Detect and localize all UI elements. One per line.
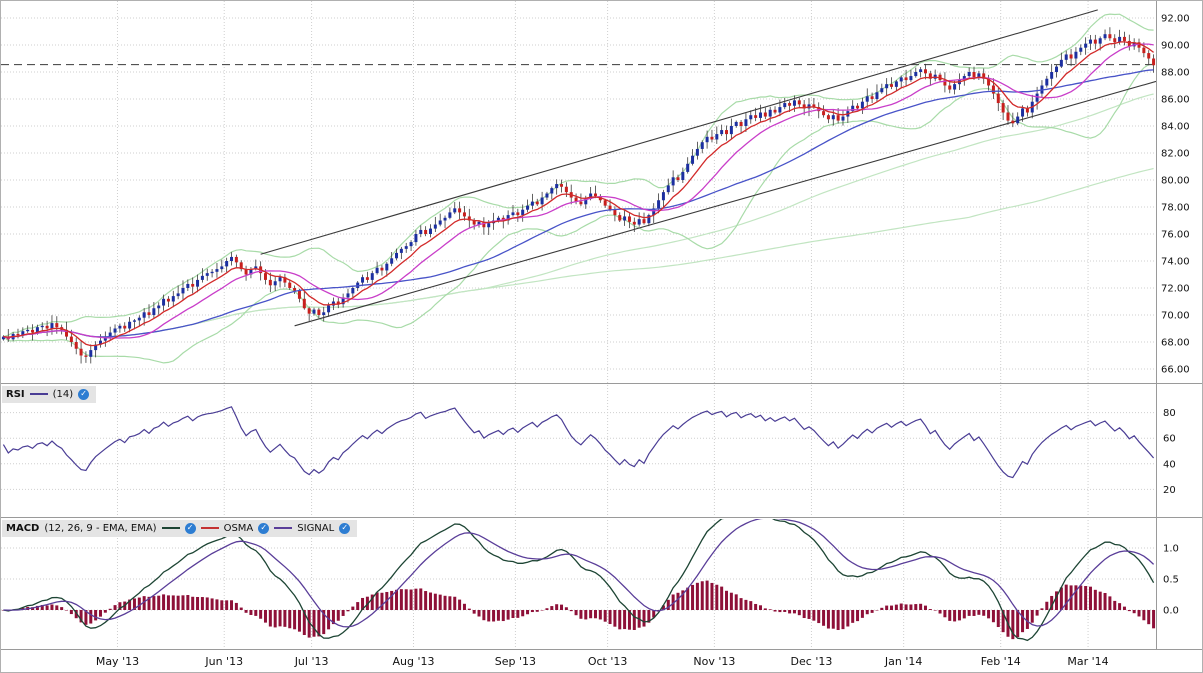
signal-line-swatch <box>274 527 293 529</box>
signal-label: SIGNAL <box>297 522 335 534</box>
svg-text:Jul '13: Jul '13 <box>294 655 329 668</box>
panel-separators <box>1 1 1202 650</box>
macd-line-swatch <box>161 527 180 529</box>
svg-text:82.00: 82.00 <box>1161 149 1190 160</box>
osma-line-swatch <box>200 527 219 529</box>
bollinger-lower-line <box>3 63 1154 364</box>
svg-text:90.00: 90.00 <box>1161 41 1190 52</box>
macd-legend[interactable]: MACD (12, 26, 9 - EMA, EMA) ✓ OSMA ✓ SIG… <box>2 520 358 537</box>
svg-text:68.00: 68.00 <box>1161 338 1190 349</box>
x-axis-labels: May '13 Jun '13 Jul '13 Aug '13 Sep '13 Oct '… <box>96 655 1109 668</box>
macd-visibility-check-icon[interactable]: ✓ <box>184 522 196 534</box>
ema-fast-line <box>3 41 1154 347</box>
svg-text:Aug '13: Aug '13 <box>393 655 435 668</box>
svg-text:Oct '13: Oct '13 <box>588 655 628 668</box>
svg-text:60: 60 <box>1163 434 1176 445</box>
svg-text:Jan '14: Jan '14 <box>884 655 922 668</box>
macd-panel <box>1 519 1156 642</box>
rsi-legend[interactable]: RSI (14) ✓ <box>2 386 97 403</box>
svg-text:1.0: 1.0 <box>1163 544 1179 555</box>
signal-line <box>3 519 1155 628</box>
osma-visibility-check-icon[interactable]: ✓ <box>258 522 270 534</box>
rsi-line <box>2 406 1155 479</box>
svg-text:80: 80 <box>1163 408 1176 419</box>
rsi-visibility-check-icon[interactable]: ✓ <box>78 388 90 400</box>
rsi-panel <box>2 406 1155 479</box>
sma-mid-line <box>3 43 1154 339</box>
svg-text:84.00: 84.00 <box>1161 122 1190 133</box>
rsi-line-swatch <box>29 393 48 395</box>
svg-text:86.00: 86.00 <box>1161 95 1190 106</box>
macd-line <box>3 519 1155 642</box>
sma-slow-line <box>3 69 1154 339</box>
svg-text:May '13: May '13 <box>96 655 139 668</box>
svg-text:78.00: 78.00 <box>1161 203 1190 214</box>
svg-text:66.00: 66.00 <box>1161 365 1190 376</box>
svg-text:0.5: 0.5 <box>1163 575 1179 586</box>
svg-text:Sep '13: Sep '13 <box>495 655 536 668</box>
gridlines <box>1 1 1156 649</box>
svg-text:Dec '13: Dec '13 <box>791 655 833 668</box>
bollinger-upper-line <box>3 13 1154 338</box>
svg-text:20: 20 <box>1163 485 1176 496</box>
svg-text:76.00: 76.00 <box>1161 230 1190 241</box>
svg-text:40: 40 <box>1163 459 1176 470</box>
signal-visibility-check-icon[interactable]: ✓ <box>339 522 351 534</box>
sma-200-line <box>3 167 1154 339</box>
svg-text:Jun '13: Jun '13 <box>204 655 243 668</box>
y-axis-labels: 92.00 90.00 88.00 86.00 84.00 82.00 80.00 78.00… <box>1161 14 1190 617</box>
svg-text:74.00: 74.00 <box>1161 257 1190 268</box>
svg-text:92.00: 92.00 <box>1161 14 1190 25</box>
trend-channel-line-1 <box>260 9 1098 255</box>
svg-text:70.00: 70.00 <box>1161 311 1190 322</box>
rsi-label: RSI <box>6 388 25 400</box>
macd-params: (12, 26, 9 - EMA, EMA) <box>44 522 157 534</box>
svg-text:Nov '13: Nov '13 <box>693 655 735 668</box>
macd-label: MACD <box>6 522 40 534</box>
osma-label: OSMA <box>223 522 254 534</box>
svg-text:Feb '14: Feb '14 <box>981 655 1021 668</box>
svg-text:0.0: 0.0 <box>1163 606 1179 617</box>
osma-histogram <box>1 580 1156 640</box>
svg-text:80.00: 80.00 <box>1161 176 1190 187</box>
price-panel <box>1 9 1156 364</box>
svg-text:72.00: 72.00 <box>1161 284 1190 295</box>
svg-text:Mar '14: Mar '14 <box>1067 655 1108 668</box>
rsi-params: (14) <box>52 388 74 400</box>
svg-text:88.00: 88.00 <box>1161 68 1190 79</box>
